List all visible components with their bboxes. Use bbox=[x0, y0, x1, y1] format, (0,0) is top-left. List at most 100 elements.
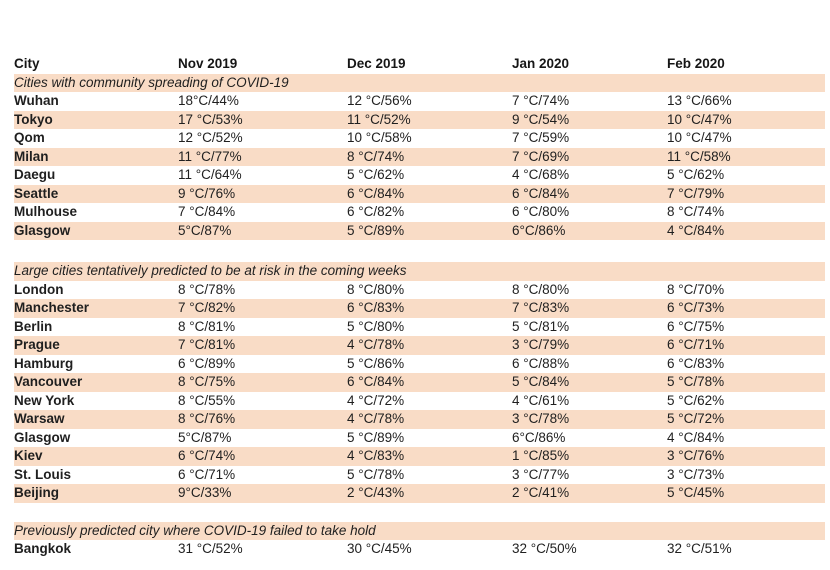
value-cell: 6 °C/75% bbox=[667, 318, 725, 334]
column-header-city: City bbox=[14, 56, 40, 71]
value-cell: 7 °C/81% bbox=[178, 336, 347, 355]
city-cell: Wuhan bbox=[14, 93, 59, 108]
value-cell: 7 °C/79% bbox=[667, 184, 825, 203]
city-cell: Kiev bbox=[14, 447, 178, 466]
value-cell: 4 °C/68% bbox=[512, 167, 570, 182]
value-cell: 5 °C/78% bbox=[347, 466, 405, 482]
table-body: Cities with community spreading of COVID… bbox=[14, 73, 825, 559]
value-cell: 8 °C/74% bbox=[347, 147, 512, 166]
table-row: Qom 12 °C/52% 10 °C/58% 7 °C/59% 10 °C/47% bbox=[14, 129, 825, 148]
city-cell: Qom bbox=[14, 130, 45, 145]
city-cell: Daegu bbox=[14, 167, 56, 182]
value-cell: 11 °C/64% bbox=[178, 167, 242, 182]
spacer-cell bbox=[14, 502, 825, 522]
city-cell: Glasgow bbox=[14, 221, 178, 240]
city-cell: Mulhouse bbox=[14, 204, 77, 219]
table-row: Berlin 8 °C/81% 5 °C/80% 5 °C/81% 6 °C/75% bbox=[14, 318, 825, 337]
value-cell: 4 °C/84% bbox=[667, 221, 825, 240]
city-cell: Vancouver bbox=[14, 373, 178, 392]
value-cell: 5 °C/62% bbox=[347, 167, 405, 182]
value-cell: 13 °C/66% bbox=[667, 93, 732, 108]
city-cell: Bangkok bbox=[14, 541, 72, 556]
table-row: New York 8 °C/55% 4 °C/72% 4 °C/61% 5 °C/62% bbox=[14, 392, 825, 411]
value-cell: 3 °C/77% bbox=[512, 466, 570, 482]
table-row: Beijing 9°C/33% 2 °C/43% 2 °C/41% 5 °C/45% bbox=[14, 484, 825, 503]
table-row: Milan 11 °C/77% 8 °C/74% 7 °C/69% 11 °C/58% bbox=[14, 147, 825, 166]
value-cell: 9 °C/54% bbox=[512, 110, 667, 129]
table-row: Tokyo 17 °C/53% 11 °C/52% 9 °C/54% 10 °C/47% bbox=[14, 110, 825, 129]
value-cell: 5 °C/86% bbox=[347, 355, 405, 371]
value-cell: 30 °C/45% bbox=[347, 541, 412, 556]
city-cell: Tokyo bbox=[14, 110, 178, 129]
value-cell: 8 °C/74% bbox=[667, 204, 725, 219]
column-header-feb-2020: Feb 2020 bbox=[667, 56, 725, 71]
table-row: Bangkok 31 °C/52% 30 °C/45% 32 °C/50% 32 °C/… bbox=[14, 540, 825, 559]
value-cell: 8 °C/81% bbox=[178, 318, 236, 334]
value-cell: 6 °C/84% bbox=[347, 373, 512, 392]
value-cell: 6 °C/73% bbox=[667, 299, 825, 318]
section-title: Large cities tentatively predicted to be… bbox=[14, 262, 825, 281]
city-cell: Manchester bbox=[14, 299, 178, 318]
value-cell: 12 °C/56% bbox=[347, 93, 412, 108]
value-cell: 32 °C/50% bbox=[512, 541, 577, 556]
table-row: Seattle 9 °C/76% 6 °C/84% 6 °C/84% 7 °C/79% bbox=[14, 184, 825, 203]
value-cell: 3 °C/73% bbox=[667, 466, 725, 482]
value-cell: 7 °C/59% bbox=[512, 130, 570, 145]
table-row: Prague 7 °C/81% 4 °C/78% 3 °C/79% 6 °C/71% bbox=[14, 336, 825, 355]
value-cell: 4 °C/72% bbox=[347, 392, 405, 408]
value-cell: 5 °C/45% bbox=[667, 484, 825, 503]
value-cell: 8 °C/76% bbox=[178, 410, 347, 429]
value-cell: 10 °C/47% bbox=[667, 110, 825, 129]
value-cell: 3 °C/76% bbox=[667, 447, 825, 466]
value-cell: 9 °C/76% bbox=[178, 184, 347, 203]
value-cell: 6°C/86% bbox=[512, 221, 667, 240]
value-cell: 5 °C/80% bbox=[347, 318, 405, 334]
value-cell: 17 °C/53% bbox=[178, 110, 347, 129]
value-cell: 5 °C/72% bbox=[667, 410, 825, 429]
climate-table: City Nov 2019 Dec 2019 Jan 2020 Feb 2020… bbox=[14, 55, 825, 559]
value-cell: 12 °C/52% bbox=[178, 130, 243, 145]
value-cell: 5 °C/81% bbox=[512, 318, 570, 334]
value-cell: 5 °C/62% bbox=[667, 392, 725, 408]
value-cell: 6 °C/71% bbox=[178, 466, 236, 482]
value-cell: 1 °C/85% bbox=[512, 447, 667, 466]
value-cell: 10 °C/47% bbox=[667, 130, 732, 145]
column-header-nov-2019: Nov 2019 bbox=[178, 56, 238, 71]
value-cell: 8 °C/80% bbox=[347, 281, 405, 297]
value-cell: 2 °C/43% bbox=[347, 484, 512, 503]
city-cell: St. Louis bbox=[14, 466, 71, 482]
section-spacer bbox=[14, 240, 825, 262]
section-spacer bbox=[14, 502, 825, 522]
value-cell: 8 °C/80% bbox=[512, 281, 570, 297]
city-cell: Glasgow bbox=[14, 429, 71, 445]
value-cell: 6 °C/84% bbox=[512, 184, 667, 203]
value-cell: 5°C/87% bbox=[178, 429, 232, 445]
city-cell: Seattle bbox=[14, 184, 178, 203]
value-cell: 5 °C/89% bbox=[347, 221, 512, 240]
city-cell: London bbox=[14, 281, 64, 297]
value-cell: 4 °C/84% bbox=[667, 429, 725, 445]
city-cell: Prague bbox=[14, 336, 178, 355]
city-cell: New York bbox=[14, 392, 75, 408]
value-cell: 7 °C/82% bbox=[178, 299, 347, 318]
table-row: Mulhouse 7 °C/84% 6 °C/82% 6 °C/80% 8 °C/74% bbox=[14, 203, 825, 222]
section-title: Cities with community spreading of COVID… bbox=[14, 73, 825, 92]
value-cell: 7 °C/74% bbox=[512, 93, 570, 108]
value-cell: 4 °C/61% bbox=[512, 392, 570, 408]
table-row: Daegu 11 °C/64% 5 °C/62% 4 °C/68% 5 °C/62% bbox=[14, 166, 825, 185]
value-cell: 4 °C/78% bbox=[347, 410, 512, 429]
section-header-row: Cities with community spreading of COVID… bbox=[14, 73, 825, 92]
city-cell: Warsaw bbox=[14, 410, 178, 429]
city-cell: Milan bbox=[14, 147, 178, 166]
value-cell: 6 °C/89% bbox=[178, 355, 236, 371]
city-cell: Berlin bbox=[14, 318, 53, 334]
value-cell: 8 °C/55% bbox=[178, 392, 236, 408]
value-cell: 7 °C/83% bbox=[512, 299, 667, 318]
section-header-row: Previously predicted city where COVID-19… bbox=[14, 521, 825, 540]
value-cell: 4 °C/78% bbox=[347, 336, 512, 355]
value-cell: 5 °C/89% bbox=[347, 429, 405, 445]
value-cell: 6 °C/83% bbox=[667, 355, 725, 371]
value-cell: 2 °C/41% bbox=[512, 484, 667, 503]
value-cell: 3 °C/78% bbox=[512, 410, 667, 429]
value-cell: 31 °C/52% bbox=[178, 541, 243, 556]
